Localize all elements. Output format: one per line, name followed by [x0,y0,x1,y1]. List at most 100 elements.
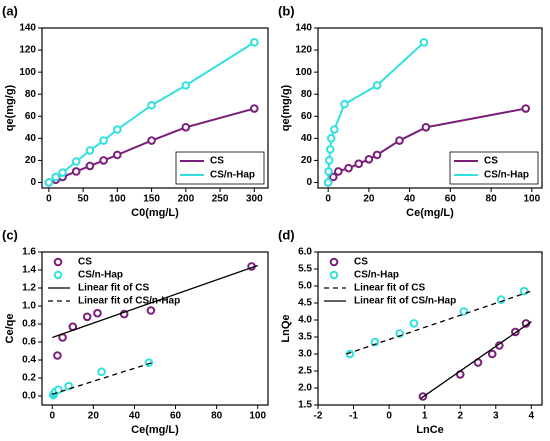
data-point [146,306,156,315]
data-point [181,123,191,132]
data-point [340,99,349,109]
data-point [324,156,334,165]
data-point [325,145,335,154]
data-point [71,157,81,166]
legend-label: CS/n-Hap [210,170,255,181]
series-line [52,264,258,339]
y-tick-label: 120 [295,45,312,56]
data-point [93,308,102,318]
x-tick-label: 60 [170,411,182,422]
y-tick-label: 0 [30,177,36,188]
x-tick-label: 0 [46,194,52,205]
legend-label: CS/n-Hap [354,270,399,281]
y-tick-label: 40 [25,133,37,144]
x-tick-label: 20 [88,411,100,422]
data-point [58,168,67,177]
data-point [323,178,333,187]
data-point [521,104,531,113]
legend-swatch [329,257,339,267]
data-point [421,123,431,132]
x-axis-label: Ce(mg/L) [406,207,454,219]
y-tick-label: 1.5 [298,400,312,411]
y-tick-label: 6.0 [298,247,312,258]
x-tick-label: 80 [486,194,498,205]
data-point [419,38,429,47]
data-point [459,307,469,316]
data-point [85,161,95,171]
legend-label: CS [484,156,498,167]
y-tick-label: 3.5 [298,332,312,343]
data-point [326,134,336,143]
data-point [409,319,419,328]
y-tick-label: 60 [25,111,37,122]
y-tick-label: 100 [295,67,312,78]
legend-label: CS/n-Hap [78,270,123,281]
x-tick-label: 60 [445,194,457,205]
x-tick-label: 2 [457,411,463,422]
x-axis-label: LnCe [416,424,444,436]
y-tick-label: 0 [306,177,312,188]
data-point [147,100,156,110]
data-point [99,156,108,165]
x-tick-label: 20 [363,194,375,205]
legend-swatch [329,270,339,280]
y-tick-label: 5.5 [298,264,312,275]
y-tick-label: 3.0 [298,349,312,360]
data-point [354,159,364,169]
data-point [71,167,81,176]
data-point [250,104,259,113]
data-point [181,81,191,90]
panel-label: (a) [2,3,18,18]
legend-label: CS [78,257,92,268]
plot-frame [317,27,543,189]
x-tick-label: 100 [109,194,126,205]
y-tick-label: 2.0 [298,383,312,394]
y-axis-label: LnQe [280,314,292,342]
x-axis-label: C0(mg/L) [131,207,179,219]
data-point [113,125,122,134]
data-point [364,155,374,164]
x-tick-label: 300 [246,194,263,205]
y-tick-label: 1.4 [22,265,36,276]
y-tick-label: 5.0 [298,281,312,292]
legend-label: Linear fit of CS/n-Hap [354,296,456,307]
data-point [113,150,122,160]
legend-box [175,151,265,185]
y-axis-label: qe(mg/g) [280,84,292,131]
x-tick-label: 100 [249,411,266,422]
series-line [327,41,425,183]
y-axis-label: Ce/qe [4,314,16,344]
y-axis-label: qe(mg/g) [4,84,16,131]
y-tick-label: 2.5 [298,366,312,377]
y-tick-label: 120 [19,45,36,56]
data-point [51,172,60,182]
data-point [53,351,62,360]
x-tick-label: -1 [349,411,358,422]
y-tick-label: 0.2 [22,373,36,384]
data-point [372,81,382,90]
data-point [44,178,54,187]
x-tick-label: 40 [129,411,141,422]
y-tick-label: 20 [25,155,37,166]
y-tick-label: 0.8 [22,319,36,330]
data-point [487,349,497,359]
data-point [324,167,333,176]
y-tick-label: 100 [19,67,36,78]
data-point [64,381,74,391]
series-line [346,290,532,355]
y-tick-label: 1.6 [22,247,36,258]
data-point [97,367,106,377]
y-tick-label: 140 [19,23,36,34]
x-tick-label: -2 [314,411,323,422]
data-point [344,163,353,173]
y-tick-label: 80 [301,89,313,100]
legend-label: Linear fit of CS [78,283,149,294]
plot-frame [41,251,269,406]
y-tick-label: 80 [25,89,37,100]
legend-label: Linear fit of CS/n-Hap [78,296,180,307]
y-tick-label: 140 [295,23,312,34]
panel-label: (c) [2,227,18,242]
legend-label: CS [210,156,224,167]
data-point [372,150,382,160]
y-tick-label: 0.0 [22,391,36,402]
